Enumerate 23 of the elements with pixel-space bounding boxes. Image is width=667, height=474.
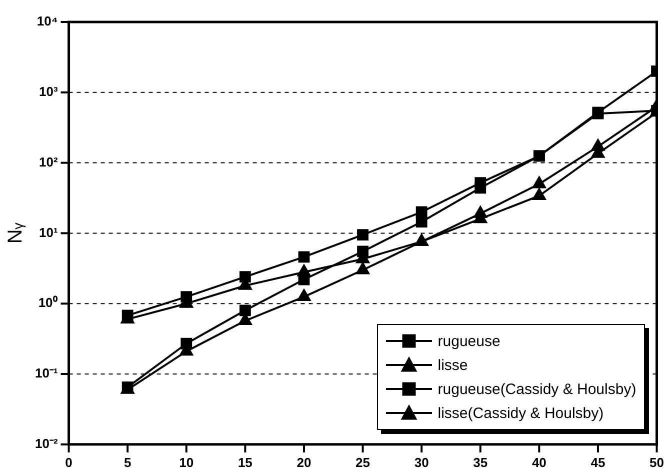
y-tick-label: 10² bbox=[38, 154, 58, 170]
y-tick-label: 10³ bbox=[38, 84, 58, 99]
x-tick-label: 15 bbox=[238, 454, 252, 470]
x-tick-label: 25 bbox=[356, 454, 370, 470]
x-tick-label: 35 bbox=[473, 454, 488, 470]
y-tick-label: 10⁴ bbox=[36, 14, 58, 29]
x-tick-label: 40 bbox=[532, 454, 546, 470]
y-tick-label: 10⁻² bbox=[34, 436, 58, 451]
legend-label: lisse bbox=[438, 356, 468, 374]
x-tick-label: 20 bbox=[296, 454, 312, 470]
y-axis-title: Nᵧ bbox=[4, 222, 27, 244]
x-tick-label: 45 bbox=[590, 454, 606, 470]
x-tick-label: 5 bbox=[124, 454, 132, 470]
x-tick-label: 30 bbox=[414, 454, 429, 470]
x-tick-label: 50 bbox=[650, 454, 664, 470]
y-tick-label: 10⁰ bbox=[38, 295, 58, 310]
legend-label: rugueuse bbox=[438, 332, 500, 350]
x-tick-label: 0 bbox=[65, 454, 72, 470]
x-tick-label: 10 bbox=[179, 454, 194, 470]
legend-label: rugueuse(Cassidy & Houlsby) bbox=[438, 380, 636, 398]
legend-label: lisse(Cassidy & Houlsby) bbox=[438, 404, 604, 422]
y-tick-label: 10¹ bbox=[38, 224, 58, 240]
y-tick-label: 10⁻¹ bbox=[34, 366, 58, 381]
